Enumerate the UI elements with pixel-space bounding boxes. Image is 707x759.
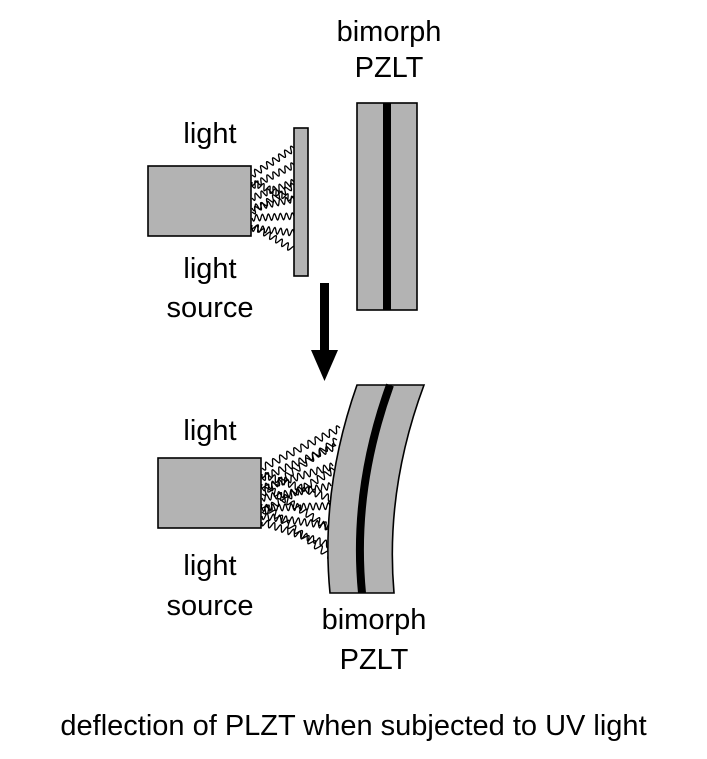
light-label-bottom: light <box>183 415 237 447</box>
bimorph-center-layer-bent <box>355 383 394 594</box>
light-source-box-bottom <box>157 457 262 529</box>
light-ray <box>261 437 338 497</box>
light-ray <box>261 442 337 482</box>
light-source-label-top-line2: source <box>166 292 254 324</box>
light-ray <box>261 425 341 471</box>
light-ray <box>260 483 334 531</box>
light-label-top: light <box>183 118 237 150</box>
light-ray <box>251 212 295 222</box>
light-source-label-bottom-line2: source <box>166 590 254 622</box>
pzlt-label-bottom: PZLT <box>339 644 409 676</box>
figure-caption: deflection of PLZT when subjected to UV … <box>60 710 647 742</box>
bimorph-center-layer-top <box>383 103 391 310</box>
light-ray <box>251 180 295 202</box>
light-ray <box>261 512 332 530</box>
light-ray <box>261 519 334 549</box>
light-ray <box>251 145 295 178</box>
light-ray <box>261 482 332 502</box>
light-source-label-top-line1: light <box>183 253 237 285</box>
light-ray <box>260 503 337 561</box>
down-arrow-icon <box>311 283 338 381</box>
light-ray <box>250 224 296 251</box>
bimorph-label-bottom: bimorph <box>321 604 427 636</box>
light-ray <box>261 467 335 515</box>
filter-plate-top <box>293 127 309 277</box>
bimorph-plate-bent <box>327 384 426 594</box>
light-ray <box>261 462 334 492</box>
bimorph-label-top: bimorph <box>336 16 442 48</box>
light-source-label-bottom-line1: light <box>183 550 237 582</box>
light-waves-top <box>250 145 296 251</box>
light-ray <box>251 162 295 189</box>
light-waves-bottom <box>260 425 341 561</box>
light-source-box-top <box>147 165 252 237</box>
light-ray <box>251 182 295 215</box>
pzlt-label-top: PZLT <box>354 52 424 84</box>
